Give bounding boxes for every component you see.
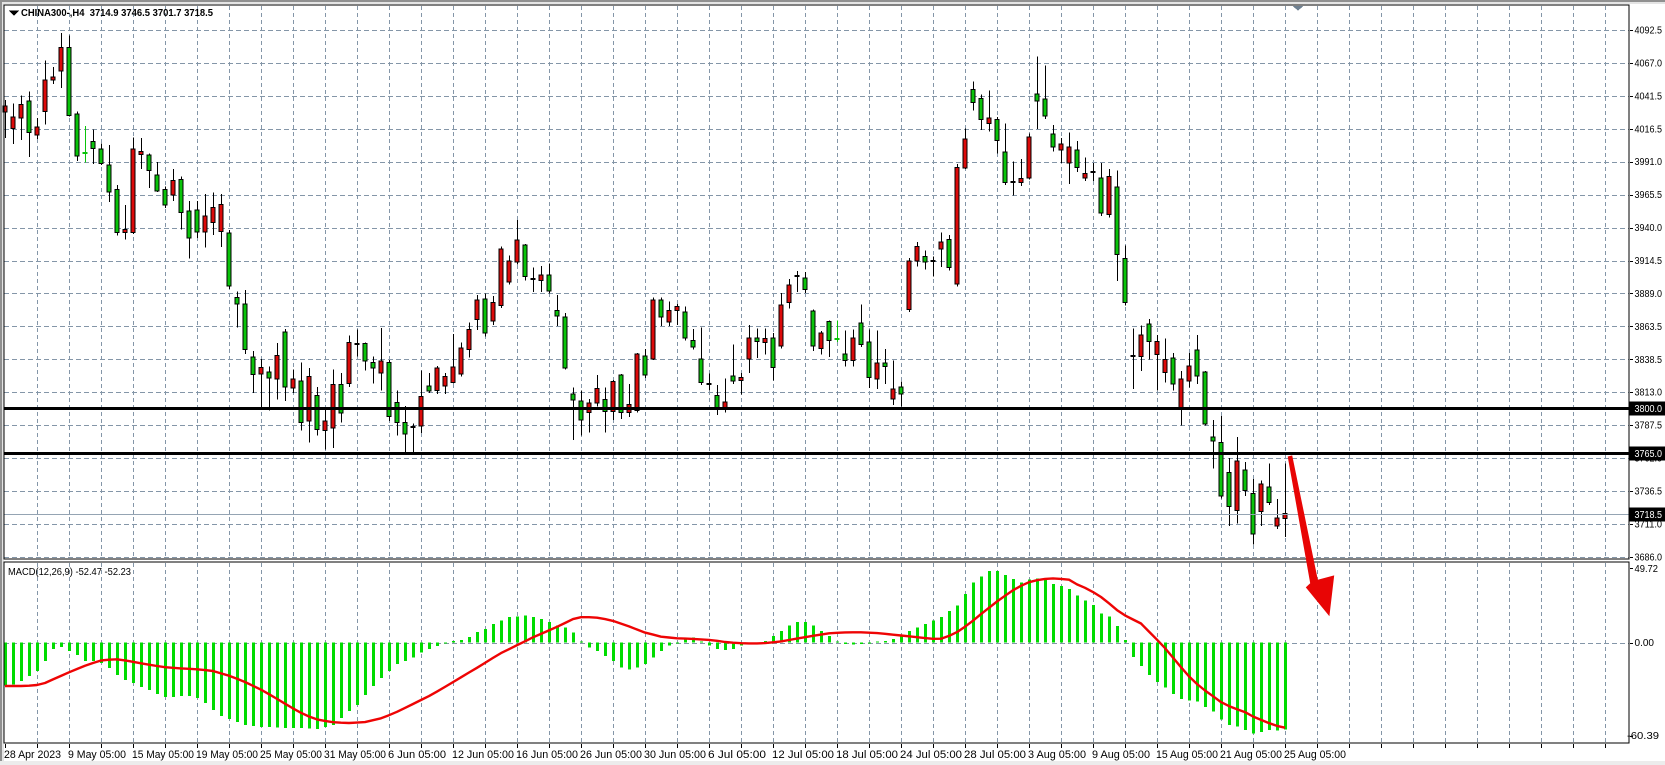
svg-text:3965.5: 3965.5 bbox=[1635, 190, 1663, 201]
svg-text:3940.0: 3940.0 bbox=[1635, 223, 1663, 234]
svg-text:CHINA300-,H4 3714.9 3746.5 37: CHINA300-,H4 3714.9 3746.5 3701.7 3718.5 bbox=[21, 7, 213, 19]
svg-text:18 Jul 05:00: 18 Jul 05:00 bbox=[836, 749, 898, 761]
svg-text:4041.5: 4041.5 bbox=[1635, 91, 1663, 102]
svg-text:26 Jun 05:00: 26 Jun 05:00 bbox=[580, 749, 642, 761]
svg-text:12 Jun 05:00: 12 Jun 05:00 bbox=[452, 749, 514, 761]
svg-text:28 Jul 05:00: 28 Jul 05:00 bbox=[964, 749, 1026, 761]
svg-text:24 Jul 05:00: 24 Jul 05:00 bbox=[900, 749, 962, 761]
svg-text:3863.5: 3863.5 bbox=[1635, 322, 1663, 333]
svg-text:9 May 05:00: 9 May 05:00 bbox=[68, 749, 126, 761]
svg-text:3838.5: 3838.5 bbox=[1635, 355, 1663, 366]
svg-text:30 Jun 05:00: 30 Jun 05:00 bbox=[644, 749, 706, 761]
svg-text:3711.0: 3711.0 bbox=[1635, 520, 1663, 531]
svg-text:9 Aug 05:00: 9 Aug 05:00 bbox=[1092, 749, 1150, 761]
svg-text:0.00: 0.00 bbox=[1635, 638, 1655, 649]
svg-text:4067.0: 4067.0 bbox=[1635, 58, 1663, 69]
svg-text:3800.0: 3800.0 bbox=[1635, 404, 1663, 415]
svg-text:15 May 05:00: 15 May 05:00 bbox=[132, 749, 194, 761]
svg-text:28 Apr 2023: 28 Apr 2023 bbox=[4, 749, 61, 761]
svg-text:3914.5: 3914.5 bbox=[1635, 256, 1663, 267]
svg-text:4092.5: 4092.5 bbox=[1635, 26, 1663, 37]
svg-text:19 May 05:00: 19 May 05:00 bbox=[196, 749, 258, 761]
svg-text:3787.5: 3787.5 bbox=[1635, 421, 1663, 432]
svg-text:4016.5: 4016.5 bbox=[1635, 124, 1663, 135]
svg-text:25 May 05:00: 25 May 05:00 bbox=[260, 749, 322, 761]
svg-text:25 Aug 05:00: 25 Aug 05:00 bbox=[1284, 749, 1346, 761]
svg-text:3765.0: 3765.0 bbox=[1635, 449, 1663, 460]
svg-text:3813.0: 3813.0 bbox=[1635, 388, 1663, 399]
svg-text:MACD(12,26,9) -52.47 -52.23: MACD(12,26,9) -52.47 -52.23 bbox=[8, 567, 131, 578]
svg-text:3686.0: 3686.0 bbox=[1635, 552, 1663, 563]
svg-text:3991.0: 3991.0 bbox=[1635, 157, 1663, 168]
svg-text:-60.39: -60.39 bbox=[1627, 731, 1659, 742]
svg-text:21 Aug 05:00: 21 Aug 05:00 bbox=[1220, 749, 1282, 761]
svg-text:3736.5: 3736.5 bbox=[1635, 487, 1663, 498]
svg-text:3889.0: 3889.0 bbox=[1635, 289, 1663, 300]
svg-text:6 Jun 05:00: 6 Jun 05:00 bbox=[388, 749, 446, 761]
svg-text:16 Jun 05:00: 16 Jun 05:00 bbox=[516, 749, 578, 761]
svg-text:6 Jul 05:00: 6 Jul 05:00 bbox=[708, 749, 766, 761]
svg-text:3 Aug 05:00: 3 Aug 05:00 bbox=[1028, 749, 1086, 761]
svg-text:3718.5: 3718.5 bbox=[1635, 510, 1663, 521]
svg-text:15 Aug 05:00: 15 Aug 05:00 bbox=[1156, 749, 1218, 761]
svg-text:49.72: 49.72 bbox=[1635, 564, 1659, 575]
svg-text:12 Jul 05:00: 12 Jul 05:00 bbox=[772, 749, 834, 761]
svg-text:31 May 05:00: 31 May 05:00 bbox=[324, 749, 386, 761]
